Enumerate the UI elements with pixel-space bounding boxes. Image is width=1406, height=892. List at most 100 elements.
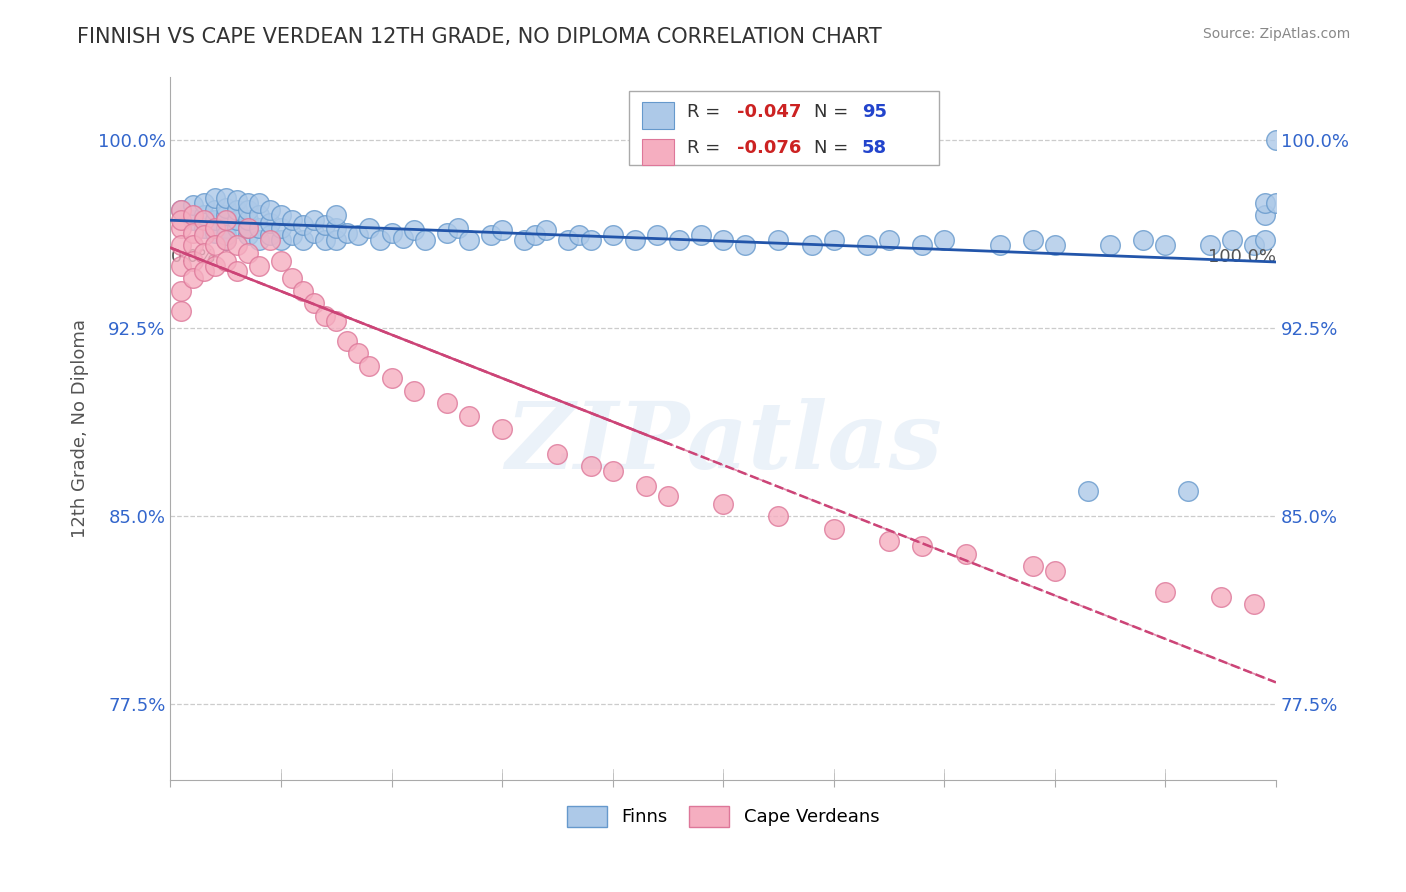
- Point: [536, 223, 558, 237]
- Point: [215, 191, 238, 205]
- Point: [170, 238, 193, 252]
- Point: [513, 234, 536, 248]
- Point: [1043, 238, 1066, 252]
- Point: [204, 191, 226, 205]
- Point: [247, 208, 270, 222]
- Point: [336, 226, 359, 240]
- Point: [193, 263, 215, 277]
- Point: [170, 303, 193, 318]
- Point: [225, 238, 247, 252]
- Point: [281, 271, 304, 285]
- Point: [359, 359, 381, 373]
- Text: N =: N =: [814, 103, 855, 121]
- Point: [402, 223, 425, 237]
- Point: [236, 203, 259, 218]
- Point: [479, 228, 502, 243]
- Point: [734, 238, 756, 252]
- Point: [302, 296, 325, 310]
- Point: [259, 216, 281, 230]
- Point: [236, 246, 259, 260]
- Point: [236, 220, 259, 235]
- Point: [524, 228, 547, 243]
- Point: [568, 228, 591, 243]
- Point: [225, 220, 247, 235]
- Point: [325, 234, 347, 248]
- Point: [193, 208, 215, 222]
- Point: [170, 203, 193, 218]
- Point: [1077, 484, 1099, 499]
- Point: [491, 421, 513, 435]
- Point: [292, 234, 315, 248]
- Point: [856, 238, 879, 252]
- Point: [447, 220, 470, 235]
- Point: [823, 522, 845, 536]
- Point: [170, 259, 193, 273]
- Text: 95: 95: [862, 103, 887, 121]
- Point: [292, 219, 315, 233]
- Point: [236, 195, 259, 210]
- Point: [380, 226, 402, 240]
- Point: [579, 459, 602, 474]
- Point: [1243, 238, 1265, 252]
- Point: [1265, 195, 1288, 210]
- Point: [1177, 484, 1199, 499]
- Point: [215, 208, 238, 222]
- Point: [281, 228, 304, 243]
- Point: [302, 213, 325, 227]
- Point: [215, 234, 238, 248]
- Point: [204, 203, 226, 218]
- Point: [193, 220, 215, 235]
- Point: [193, 246, 215, 260]
- Text: 0.0%: 0.0%: [170, 248, 215, 266]
- Point: [1243, 597, 1265, 611]
- Point: [215, 220, 238, 235]
- Point: [259, 203, 281, 218]
- Point: [204, 220, 226, 235]
- Point: [1154, 584, 1177, 599]
- Point: [1220, 234, 1243, 248]
- Point: [170, 220, 193, 235]
- Point: [170, 284, 193, 298]
- Point: [911, 238, 934, 252]
- Point: [193, 195, 215, 210]
- Point: [236, 213, 259, 227]
- Point: [247, 220, 270, 235]
- Point: [823, 234, 845, 248]
- Point: [546, 447, 568, 461]
- Point: [1099, 238, 1122, 252]
- Point: [215, 253, 238, 268]
- Point: [1198, 238, 1220, 252]
- Text: R =: R =: [688, 139, 727, 157]
- Point: [1254, 234, 1277, 248]
- Point: [181, 198, 204, 212]
- Point: [236, 228, 259, 243]
- Point: [413, 234, 436, 248]
- FancyBboxPatch shape: [643, 103, 673, 129]
- Point: [911, 540, 934, 554]
- Point: [602, 464, 624, 478]
- Point: [458, 409, 481, 423]
- Point: [1254, 208, 1277, 222]
- Point: [800, 238, 823, 252]
- Point: [1022, 234, 1045, 248]
- Text: 100.0%: 100.0%: [1208, 248, 1277, 266]
- Point: [204, 259, 226, 273]
- Point: [1154, 238, 1177, 252]
- Point: [645, 228, 668, 243]
- Point: [181, 271, 204, 285]
- Point: [711, 234, 734, 248]
- Point: [170, 203, 193, 218]
- Text: -0.047: -0.047: [737, 103, 801, 121]
- Point: [314, 219, 336, 233]
- Point: [768, 234, 790, 248]
- Point: [302, 226, 325, 240]
- Point: [711, 497, 734, 511]
- Point: [988, 238, 1011, 252]
- Point: [247, 259, 270, 273]
- Point: [215, 201, 238, 215]
- Point: [436, 396, 458, 410]
- Point: [215, 234, 238, 248]
- Text: ZIPatlas: ZIPatlas: [505, 398, 942, 488]
- Point: [193, 213, 215, 227]
- Y-axis label: 12th Grade, No Diploma: 12th Grade, No Diploma: [72, 319, 89, 538]
